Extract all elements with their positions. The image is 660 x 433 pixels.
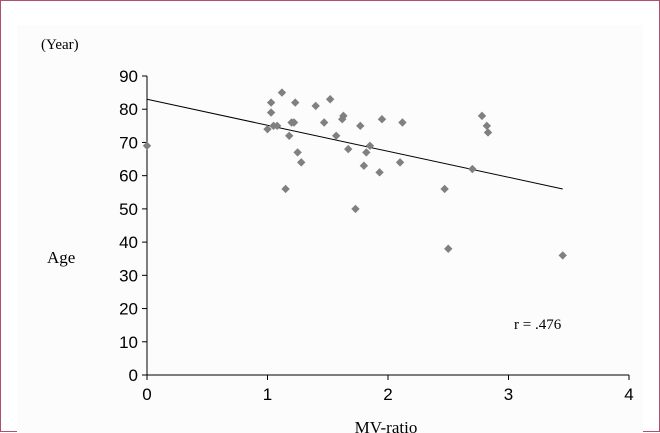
data-points: [142, 88, 567, 260]
y-tick-label: 90: [119, 67, 138, 86]
data-point: [281, 184, 290, 194]
x-tick-label: 3: [504, 385, 513, 404]
x-tick-label: 4: [624, 385, 633, 404]
y-tick-label: 50: [119, 200, 138, 219]
data-point: [440, 184, 449, 194]
data-point: [377, 114, 387, 124]
data-point: [375, 168, 384, 177]
data-point: [325, 95, 335, 104]
data-point: [477, 111, 487, 121]
y-tick-label: 10: [119, 333, 138, 352]
y-tick-label: 70: [119, 133, 138, 152]
data-point: [398, 118, 407, 127]
data-point: [362, 148, 371, 157]
x-tick-label: 2: [383, 385, 392, 404]
y-unit-label: (Year): [41, 37, 79, 53]
y-axis-title: Age: [47, 248, 75, 267]
data-point: [359, 161, 369, 170]
data-point: [266, 98, 276, 107]
data-point: [339, 111, 348, 121]
axis-ticks: 0 10 20 30 40 50 60 70 80 90 0 1 2 3 4: [119, 67, 634, 404]
data-point: [331, 131, 341, 140]
data-point: [444, 244, 453, 253]
data-point: [291, 98, 300, 107]
data-point: [558, 251, 567, 260]
data-point: [482, 121, 492, 131]
scatter-chart: (Year) Age MV-ratio r = .476 01020304050…: [41, 37, 634, 433]
x-axis-title: MV-ratio: [355, 418, 418, 433]
data-point: [297, 158, 306, 167]
data-point: [468, 164, 477, 174]
data-point: [365, 141, 375, 150]
y-tick-label: 20: [119, 300, 138, 319]
y-tick-label: 40: [119, 233, 138, 252]
data-point: [395, 158, 405, 167]
data-point: [263, 124, 272, 134]
trend-line: [146, 98, 563, 190]
data-point: [344, 144, 353, 154]
data-point: [483, 128, 493, 137]
data-point: [351, 204, 360, 214]
data-point: [293, 148, 302, 157]
x-tick-label: 0: [142, 385, 151, 404]
data-point: [319, 118, 329, 127]
data-point: [284, 131, 294, 140]
data-point: [289, 118, 299, 127]
data-point: [311, 101, 320, 111]
correlation-annotation: r = .476: [514, 317, 562, 333]
chart-panel: (Year) Age MV-ratio r = .476 0 10 20 30 40 50…: [17, 25, 643, 433]
y-tick-label: 30: [119, 266, 138, 285]
y-tick-label: 80: [119, 100, 138, 119]
data-point: [356, 121, 365, 131]
x-tick-label: 1: [263, 385, 272, 404]
y-tick-label: 60: [119, 167, 138, 186]
y-tick-label: 0: [129, 366, 138, 385]
data-point: [266, 108, 276, 117]
data-point: [272, 121, 282, 131]
data-point: [277, 88, 287, 97]
